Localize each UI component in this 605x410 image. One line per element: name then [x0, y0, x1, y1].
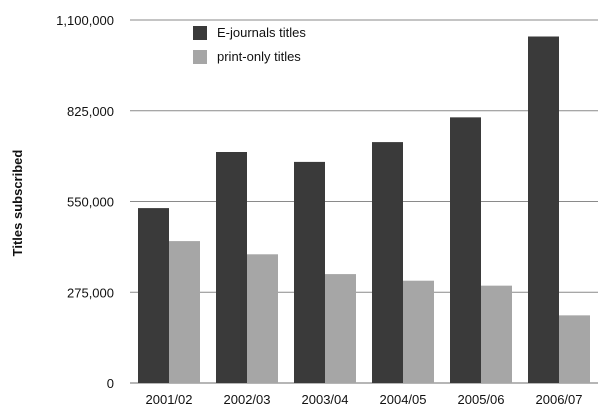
y-tick-label: 275,000: [67, 285, 114, 300]
x-tick-label: 2006/07: [536, 392, 583, 407]
legend-label-print-only: print-only titles: [217, 49, 301, 64]
bar-e-journals: [450, 117, 481, 383]
bar-e-journals: [294, 161, 325, 383]
y-axis-ticks: 0 275,000 550,000 825,000 1,100,000: [56, 13, 114, 391]
x-tick-label: 2004/05: [380, 392, 427, 407]
legend-swatch-e-journals: [193, 26, 207, 40]
bar-print-only: [247, 254, 278, 383]
y-tick-label: 1,100,000: [56, 13, 114, 28]
legend-label-e-journals: E-journals titles: [217, 25, 306, 40]
legend: E-journals titles print-only titles: [193, 25, 306, 64]
bar-e-journals: [138, 208, 169, 383]
gridlines: [130, 19, 598, 384]
legend-swatch-print-only: [193, 50, 207, 64]
x-tick-label: 2003/04: [302, 392, 349, 407]
y-tick-label: 0: [107, 376, 114, 391]
y-tick-label: 825,000: [67, 104, 114, 119]
bar-print-only: [325, 274, 356, 383]
bar-e-journals: [372, 142, 403, 383]
bar-e-journals: [528, 36, 559, 383]
bar-print-only: [169, 241, 200, 383]
bars: [138, 36, 590, 383]
bar-e-journals: [216, 152, 247, 383]
y-axis-label: Titles subscribed: [10, 150, 25, 257]
x-axis-ticks: 2001/02 2002/03 2003/04 2004/05 2005/06 2006/…: [146, 392, 583, 407]
bar-print-only: [559, 315, 590, 383]
x-tick-label: 2001/02: [146, 392, 193, 407]
x-tick-label: 2002/03: [224, 392, 271, 407]
y-tick-label: 550,000: [67, 195, 114, 210]
x-tick-label: 2005/06: [458, 392, 505, 407]
bar-print-only: [403, 280, 434, 383]
bar-print-only: [481, 285, 512, 383]
